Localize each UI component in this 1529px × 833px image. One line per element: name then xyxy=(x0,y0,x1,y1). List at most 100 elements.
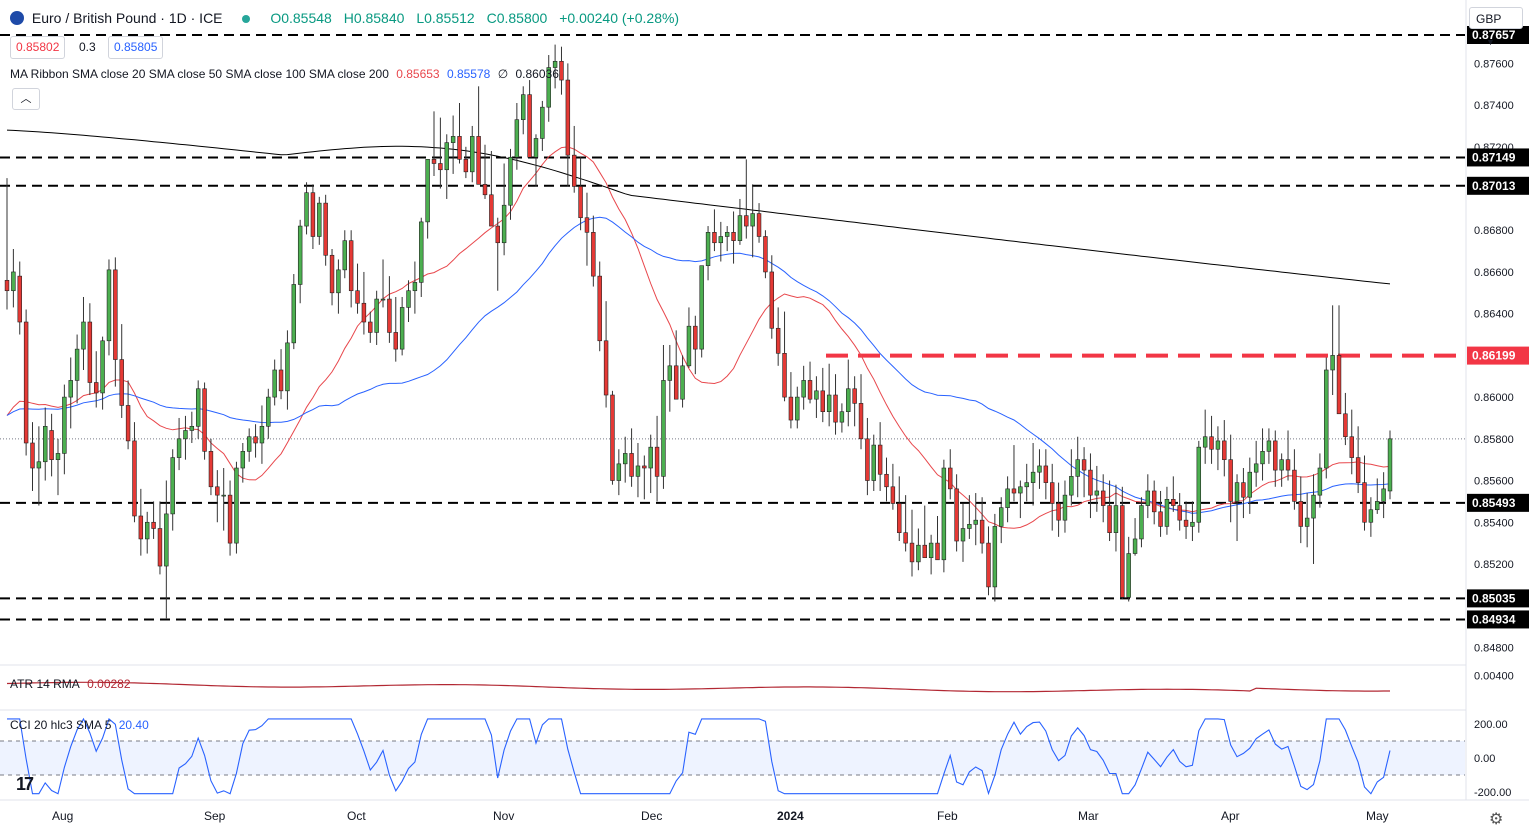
ma-50-value: 0.85578 xyxy=(446,67,491,81)
candle-body xyxy=(1069,476,1074,496)
candle-body xyxy=(1368,509,1374,523)
change-value: +0.00240 (+0.28%) xyxy=(559,10,680,26)
candle-body xyxy=(603,340,609,396)
x-axis-tick-label: Sep xyxy=(204,809,226,823)
level-price-label: 0.85493 xyxy=(1472,496,1516,510)
cci-band xyxy=(0,741,1465,775)
cci-value: 20.40 xyxy=(118,718,149,732)
candle-body xyxy=(712,232,717,244)
candle-body xyxy=(546,67,551,108)
candle-body xyxy=(36,461,42,469)
candle-body xyxy=(412,282,418,292)
candle-body xyxy=(661,380,666,477)
sell-price-button[interactable]: 0.85802 xyxy=(10,36,66,59)
candle-body xyxy=(1139,505,1144,540)
candle-body xyxy=(1158,511,1163,527)
candle-body xyxy=(1190,521,1195,527)
level-price-tag xyxy=(1467,610,1529,629)
candle-body xyxy=(380,298,386,301)
candle-body xyxy=(724,232,730,237)
candle-body xyxy=(941,467,947,561)
candle-body xyxy=(240,451,246,469)
candle-body xyxy=(74,348,80,381)
y-axis-tick-label: 0.87400 xyxy=(1474,100,1514,112)
level-price-tag xyxy=(1467,346,1529,365)
candle-body xyxy=(540,106,545,139)
candle-body xyxy=(763,236,768,273)
candle-body xyxy=(1132,538,1138,554)
y-axis-tick-label: 0.86000 xyxy=(1474,392,1514,404)
buy-price-button[interactable]: 0.85805 xyxy=(108,36,164,59)
candle-body xyxy=(807,380,813,400)
level-price-label: 0.87657 xyxy=(1472,28,1516,42)
candle-body xyxy=(119,359,124,406)
candle-body xyxy=(1081,459,1087,471)
candle-body xyxy=(482,184,488,196)
low-value: L0.85512 xyxy=(416,10,475,26)
candle-body xyxy=(1273,440,1278,471)
candle-body xyxy=(954,488,959,542)
candle-body xyxy=(1011,488,1017,494)
cci-axis-tick-label: 200.00 xyxy=(1474,719,1508,731)
candle-body xyxy=(151,521,156,529)
candle-body xyxy=(871,444,876,481)
candle-body xyxy=(1298,501,1303,527)
candle-body xyxy=(1113,505,1119,533)
candle-body xyxy=(527,94,532,158)
candle-body xyxy=(865,438,870,481)
candle-body xyxy=(495,225,500,244)
candle-body xyxy=(935,542,940,561)
candle-body xyxy=(387,298,392,333)
candle-body xyxy=(795,396,800,421)
candle-body xyxy=(17,275,22,323)
level-price-tag xyxy=(1467,26,1529,44)
candle-body xyxy=(916,544,921,563)
candle-body xyxy=(552,60,558,68)
chevron-down-icon: ▼ xyxy=(1486,37,1495,47)
candle-body xyxy=(960,528,966,542)
y-axis-tick-label: 0.85400 xyxy=(1474,517,1514,529)
candle-body xyxy=(406,290,411,308)
candle-body xyxy=(1222,440,1227,460)
tradingview-logo[interactable]: 17 xyxy=(16,774,34,794)
high-value: H0.85840 xyxy=(343,10,405,26)
candle-body xyxy=(106,269,112,342)
market-open-dot-icon xyxy=(242,15,251,23)
candle-body xyxy=(317,202,322,237)
symbol-title[interactable]: Euro / British Pound · 1D · ICE xyxy=(31,10,223,26)
y-axis-tick-label: 0.85800 xyxy=(1474,434,1514,446)
x-axis-tick-label: Mar xyxy=(1078,809,1099,823)
x-axis-tick-label: Nov xyxy=(493,809,514,823)
level-price-label: 0.87013 xyxy=(1472,179,1516,193)
cci-axis-tick-label: 0.00 xyxy=(1474,753,1495,765)
chevron-up-icon: ︿ xyxy=(20,93,32,105)
candle-body xyxy=(431,159,437,164)
candle-body xyxy=(81,321,86,350)
candle-body xyxy=(11,271,16,292)
candle-body xyxy=(673,365,679,400)
candle-body xyxy=(1062,494,1068,521)
candle-body xyxy=(4,279,10,292)
candle-body xyxy=(979,519,985,544)
level-price-tag xyxy=(1467,148,1529,167)
candle-body xyxy=(1151,490,1157,513)
candle-body xyxy=(30,442,35,469)
candle-body xyxy=(310,192,316,237)
candle-body xyxy=(100,340,105,394)
candle-body xyxy=(291,284,297,344)
collapse-legend-button[interactable]: ︿ xyxy=(12,88,40,110)
candle-body xyxy=(884,473,889,488)
candle-body xyxy=(304,192,309,227)
candle-body xyxy=(693,325,698,350)
candle-body xyxy=(259,426,265,444)
candle-body xyxy=(750,213,755,227)
currency-selector[interactable]: GBP ▼ xyxy=(1469,7,1523,47)
candle-body xyxy=(266,396,271,427)
candle-body xyxy=(1241,482,1246,498)
candle-body xyxy=(801,380,806,398)
candle-body xyxy=(578,186,583,219)
candle-body xyxy=(814,390,819,400)
candle-body xyxy=(521,94,526,120)
settings-gear-icon[interactable]: ⚙ xyxy=(1489,811,1504,828)
